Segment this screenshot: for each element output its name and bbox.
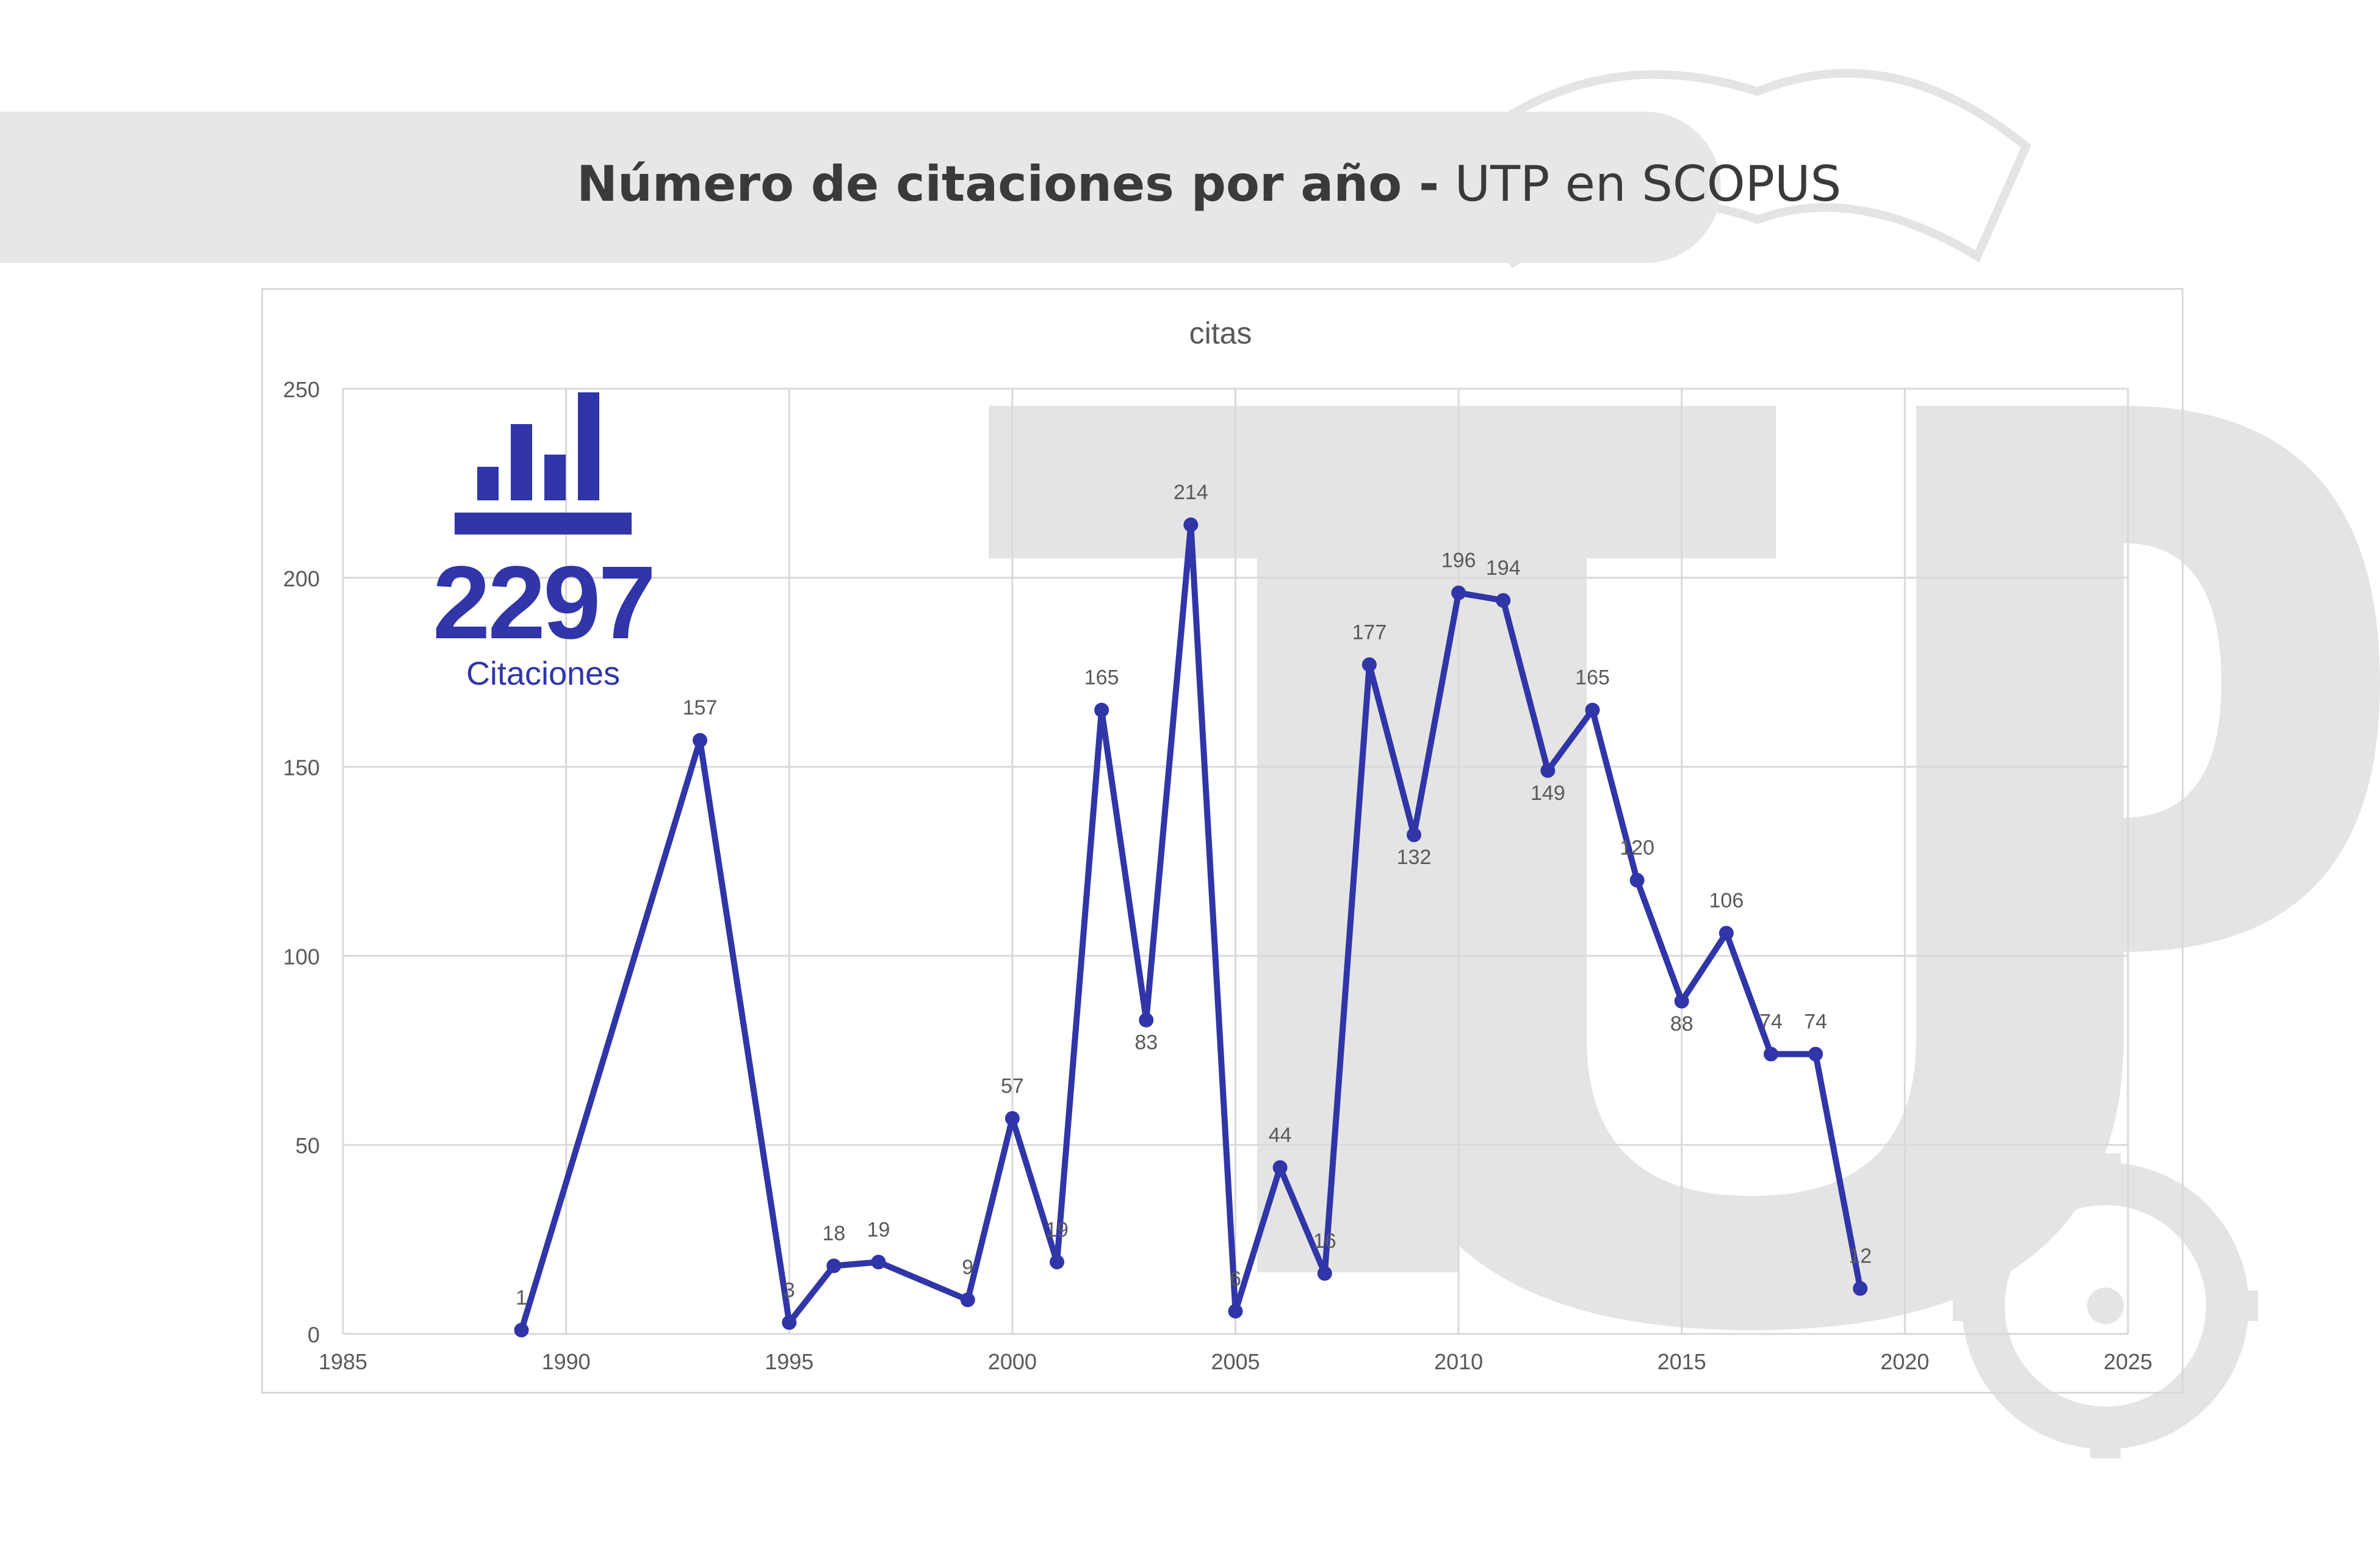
data-label: 16 [1313,1230,1336,1253]
kpi-label: Citaciones [466,655,621,692]
data-point [1764,1046,1778,1062]
data-label: 12 [1848,1245,1872,1268]
y-tick-label: 250 [283,377,320,402]
data-label: 177 [1352,621,1387,644]
title-band [0,112,1721,263]
data-label: 106 [1709,889,1744,912]
data-label: 74 [1804,1010,1827,1033]
x-tick-label: 1990 [542,1349,591,1374]
data-point [1540,763,1556,778]
data-point [693,733,707,748]
y-tick-label: 100 [283,944,320,969]
data-label: 3 [784,1278,795,1302]
y-tick-label: 200 [283,566,320,591]
data-label: 19 [1045,1218,1069,1241]
data-point [1496,593,1511,608]
data-point [1317,1266,1332,1281]
data-label: 196 [1441,549,1476,572]
data-point [1407,827,1421,843]
data-label: 165 [1575,666,1610,690]
data-label: 157 [683,696,718,719]
x-tick-label: 2010 [1434,1349,1483,1374]
data-point [782,1315,797,1330]
data-label: 194 [1486,556,1521,580]
data-label: 6 [1230,1267,1241,1291]
page-title: Número de citaciones por año - UTP en SC… [577,160,1841,209]
data-label: 132 [1397,846,1432,869]
data-label: 165 [1084,666,1119,690]
data-point [960,1292,975,1308]
data-point [514,1322,529,1338]
data-point [1050,1255,1064,1270]
data-label: 9 [962,1256,973,1279]
data-label: 19 [867,1218,890,1241]
watermark-letter-u [1379,406,2124,1330]
data-point [1272,1160,1288,1175]
data-label: 74 [1759,1010,1783,1033]
x-tick-label: 1985 [319,1349,367,1374]
data-label: 83 [1134,1031,1158,1054]
x-tick-label: 2015 [1657,1349,1706,1374]
data-point [1808,1046,1823,1062]
series-line [518,522,1864,1333]
data-label: 120 [1620,836,1654,859]
x-tick-label: 2005 [1211,1349,1260,1374]
data-point [1718,926,1734,941]
data-label: 1 [516,1286,527,1309]
kpi-value: 2297 [432,545,656,661]
y-tick-label: 150 [283,755,320,780]
data-point [1139,1012,1154,1028]
bar-chart-icon [455,392,632,535]
page-title-regular: UTP en SCOPUS [1454,156,1842,212]
watermark-letter-p [1941,406,2380,1098]
y-tick-label: 0 [308,1322,320,1347]
data-point [1228,1303,1243,1319]
data-label: 44 [1269,1123,1292,1147]
total-citations-kpi: 2297 Citaciones [427,391,659,690]
data-point [1585,702,1600,718]
x-tick-label: 2020 [1880,1349,1929,1374]
data-label: 214 [1174,481,1208,504]
data-point [1361,657,1377,672]
x-tick-label: 1995 [765,1349,813,1374]
x-tick-label: 2025 [2104,1349,2152,1374]
data-point [1853,1281,1868,1296]
data-point [1674,993,1689,1009]
page-title-bold: Número de citaciones por año - [577,156,1440,212]
data-point [1004,1111,1020,1126]
data-point [1094,702,1109,718]
chart-frame [261,288,2183,1394]
data-point [826,1258,842,1273]
data-point [1629,873,1645,888]
chart-title: citas [1189,316,1252,350]
data-point [1183,517,1199,533]
data-label: 88 [1670,1012,1693,1036]
x-tick-label: 2000 [988,1349,1037,1374]
y-tick-label: 50 [295,1133,320,1158]
data-label: 18 [822,1222,845,1245]
data-label: 57 [1001,1075,1024,1098]
data-point [1451,585,1466,600]
data-point [871,1255,886,1270]
data-label: 149 [1531,782,1565,805]
